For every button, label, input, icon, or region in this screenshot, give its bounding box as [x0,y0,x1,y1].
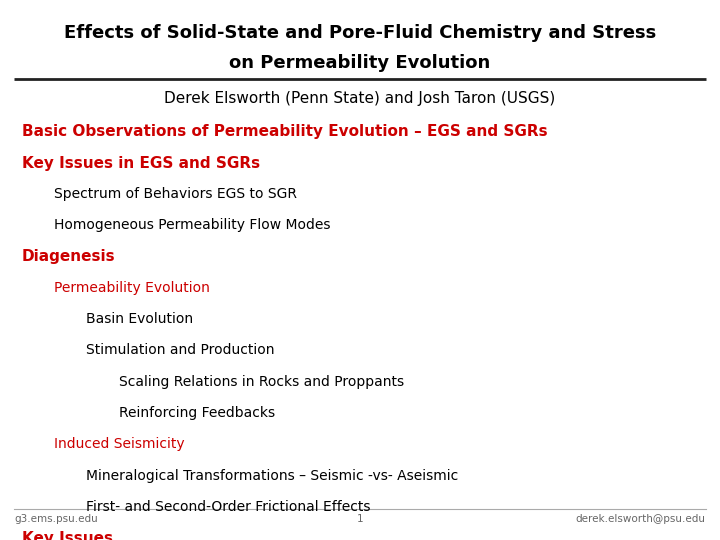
Text: derek.elsworth@psu.edu: derek.elsworth@psu.edu [575,514,706,524]
Text: Scaling Relations in Rocks and Proppants: Scaling Relations in Rocks and Proppants [119,375,404,389]
Text: Permeability Evolution: Permeability Evolution [54,281,210,295]
Text: Diagenesis: Diagenesis [22,249,115,265]
Text: Spectrum of Behaviors EGS to SGR: Spectrum of Behaviors EGS to SGR [54,187,297,201]
Text: Stimulation and Production: Stimulation and Production [86,343,275,357]
Text: Derek Elsworth (Penn State) and Josh Taron (USGS): Derek Elsworth (Penn State) and Josh Tar… [164,91,556,106]
Text: Basin Evolution: Basin Evolution [86,312,194,326]
Text: 1: 1 [356,514,364,524]
Text: on Permeability Evolution: on Permeability Evolution [230,54,490,72]
Text: g3.ems.psu.edu: g3.ems.psu.edu [14,514,98,524]
Text: Key Issues in EGS and SGRs: Key Issues in EGS and SGRs [22,156,260,171]
Text: First- and Second-Order Frictional Effects: First- and Second-Order Frictional Effec… [86,500,371,514]
Text: Mineralogical Transformations – Seismic -vs- Aseismic: Mineralogical Transformations – Seismic … [86,469,459,483]
Text: Basic Observations of Permeability Evolution – EGS and SGRs: Basic Observations of Permeability Evolu… [22,124,547,139]
Text: Homogeneous Permeability Flow Modes: Homogeneous Permeability Flow Modes [54,218,330,232]
Text: Reinforcing Feedbacks: Reinforcing Feedbacks [119,406,275,420]
Text: Induced Seismicity: Induced Seismicity [54,437,184,451]
Text: Effects of Solid-State and Pore-Fluid Chemistry and Stress: Effects of Solid-State and Pore-Fluid Ch… [64,24,656,42]
Text: Key Issues: Key Issues [22,531,112,540]
